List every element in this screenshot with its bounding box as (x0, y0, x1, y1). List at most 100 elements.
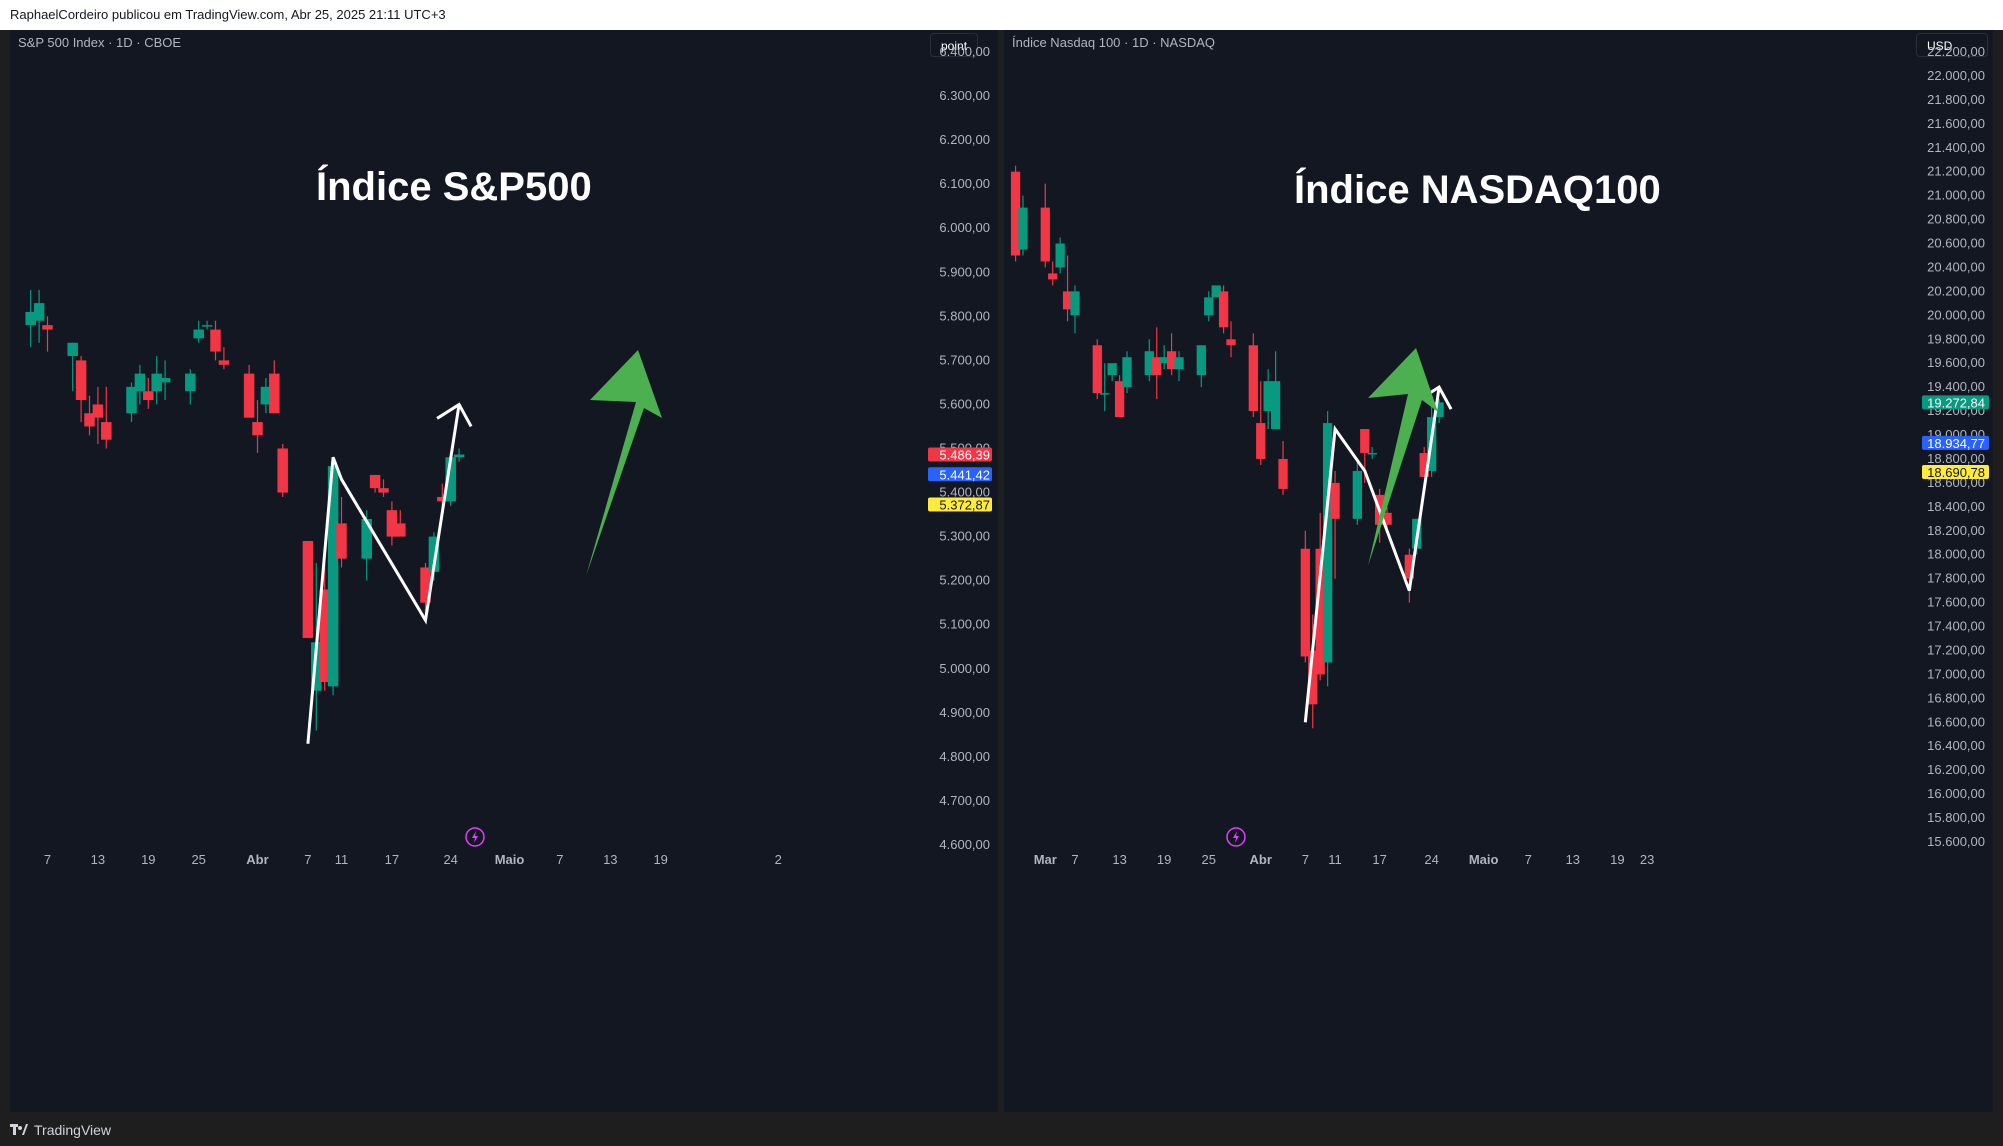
candle[interactable] (1092, 339, 1102, 400)
candle[interactable] (1211, 285, 1221, 298)
candle[interactable] (1040, 183, 1050, 268)
chart-panel-nasdaq100[interactable]: Índice Nasdaq 100 · 1D · NASDAQ USD 22.2… (1004, 30, 1993, 1112)
candle[interactable] (126, 382, 137, 423)
lightning-icon[interactable] (1226, 827, 1246, 847)
y-tick-label: 5.900,00 (939, 264, 990, 279)
candle[interactable] (1204, 291, 1214, 322)
candle[interactable] (1270, 351, 1281, 430)
candle[interactable] (1107, 363, 1117, 382)
x-tick-label: 7 (1071, 852, 1078, 867)
candle[interactable] (92, 386, 104, 445)
candle[interactable] (1018, 195, 1028, 256)
candle[interactable] (151, 355, 162, 405)
candle[interactable] (1300, 530, 1310, 663)
candle[interactable] (1100, 363, 1110, 412)
symbol-label[interactable]: S&P 500 Index · 1D · CBOE (18, 35, 182, 50)
candle[interactable] (201, 320, 213, 330)
candle[interactable] (134, 364, 146, 405)
annotation-title[interactable]: Índice NASDAQ100 (1294, 167, 1661, 212)
candle[interactable] (1048, 261, 1058, 286)
candle[interactable] (252, 400, 263, 453)
green-up-arrow[interactable] (1368, 348, 1438, 566)
candle[interactable] (1070, 285, 1080, 334)
candle-body (1204, 297, 1214, 316)
candle[interactable] (1226, 321, 1236, 358)
candle[interactable] (1419, 447, 1429, 477)
candle[interactable] (1166, 333, 1177, 376)
unit-button[interactable]: USD (1916, 33, 1988, 57)
candle[interactable] (1174, 351, 1184, 382)
candle[interactable] (260, 378, 272, 414)
candle[interactable] (453, 448, 465, 462)
candle[interactable] (395, 510, 406, 537)
unit-button[interactable]: point (930, 33, 979, 57)
candle-body (101, 422, 112, 440)
candle[interactable] (369, 474, 381, 493)
candle[interactable] (210, 320, 221, 361)
symbol-label[interactable]: Índice Nasdaq 100 · 1D · NASDAQ (1012, 35, 1216, 50)
candle[interactable] (1196, 345, 1206, 388)
x-tick-label: 24 (1424, 852, 1438, 867)
candle[interactable] (193, 320, 204, 343)
candle[interactable] (25, 289, 36, 348)
tradingview-logo-icon (10, 1124, 28, 1135)
candle[interactable] (243, 364, 255, 418)
candle[interactable] (218, 347, 230, 370)
candle[interactable] (1152, 327, 1162, 400)
candle[interactable] (33, 289, 45, 343)
x-tick-label: 7 (1525, 852, 1532, 867)
candle[interactable] (1144, 339, 1154, 382)
candle[interactable] (1055, 237, 1065, 274)
candle[interactable] (1256, 381, 1266, 465)
y-tick-label: 5.600,00 (939, 396, 990, 411)
candle[interactable] (1010, 165, 1021, 262)
candle[interactable] (269, 360, 280, 414)
candle[interactable] (159, 360, 171, 401)
candle[interactable] (143, 378, 154, 409)
price-tag: 18.934,77 (1922, 435, 1989, 451)
candle[interactable] (1330, 470, 1340, 579)
nasdaq100-chart-svg[interactable]: 22.200,00 22.000,00 21.800,00 21.600,00 21.4… (1004, 30, 1993, 1112)
lightning-icon[interactable] (465, 827, 485, 847)
candle[interactable] (1114, 375, 1125, 418)
candle[interactable] (327, 457, 339, 696)
price-tag-bg (928, 447, 992, 462)
candle[interactable] (1322, 411, 1333, 687)
candle[interactable] (1404, 548, 1414, 603)
candle[interactable] (1159, 345, 1169, 370)
candle[interactable] (1367, 447, 1377, 459)
candle[interactable] (378, 479, 389, 497)
sp500-chart-svg[interactable]: 6.400,00 6.300,00 6.200,00 6.100,00 6.000,00… (10, 30, 998, 1112)
chart-panel-sp500[interactable]: S&P 500 Index · 1D · CBOE point 6.400,00… (10, 30, 998, 1112)
candle[interactable] (1263, 369, 1273, 430)
candle[interactable] (67, 342, 78, 392)
green-up-arrow[interactable] (586, 350, 662, 576)
brand-logo[interactable]: TradingView (10, 1114, 111, 1146)
candle[interactable] (75, 355, 87, 423)
candle[interactable] (1218, 285, 1229, 334)
candle[interactable] (302, 541, 314, 638)
candle[interactable] (1122, 351, 1132, 394)
annotation-title[interactable]: Índice S&P500 (316, 164, 592, 209)
candle[interactable] (1308, 614, 1318, 729)
candle[interactable] (42, 316, 53, 352)
candle[interactable] (1315, 512, 1325, 681)
candle-body (1248, 345, 1258, 412)
candle[interactable] (84, 395, 95, 436)
candle[interactable] (1062, 255, 1073, 322)
y-tick-label: 15.600,00 (1927, 834, 1985, 849)
panel-divider[interactable] (998, 30, 1004, 1112)
candle[interactable] (1248, 333, 1258, 418)
candle[interactable] (101, 386, 112, 449)
candle[interactable] (1434, 399, 1444, 424)
pattern-line[interactable] (1303, 386, 1441, 723)
candle[interactable] (386, 501, 398, 546)
candle-body (185, 373, 196, 392)
candle[interactable] (1278, 441, 1288, 495)
candle[interactable] (336, 496, 347, 568)
candle[interactable] (277, 444, 288, 497)
pattern-arrowhead[interactable] (436, 402, 473, 428)
candle[interactable] (185, 369, 196, 405)
candle[interactable] (1352, 458, 1362, 525)
pattern-line[interactable] (306, 404, 461, 744)
